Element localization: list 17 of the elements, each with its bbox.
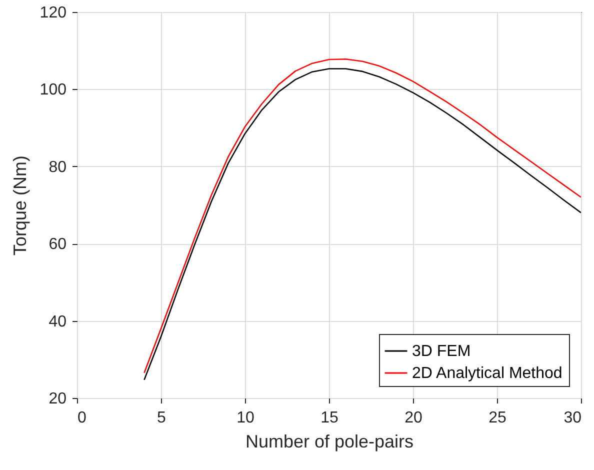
y-tick-label: 80 xyxy=(48,158,67,176)
y-tick-label: 60 xyxy=(48,236,67,254)
x-axis-title: Number of pole-pairs xyxy=(245,432,414,452)
x-tick-label: 5 xyxy=(157,410,166,426)
y-tick-label: 20 xyxy=(48,390,67,408)
legend-label: 2D Analytical Method xyxy=(412,365,562,382)
y-tick-label: 40 xyxy=(48,313,67,330)
x-tick-label: 15 xyxy=(320,410,338,426)
x-tick-label: 0 xyxy=(78,410,86,426)
y-tick-label: 120 xyxy=(40,4,67,22)
x-tick-label: 10 xyxy=(236,410,254,426)
x-tick-label: 20 xyxy=(404,410,422,426)
x-tick-label: 25 xyxy=(488,410,506,426)
y-tick-label: 100 xyxy=(40,82,67,99)
x-tick-label: 30 xyxy=(564,410,582,426)
legend-label: 3D FEM xyxy=(412,343,471,360)
y-axis-title: Torque (Nm) xyxy=(10,155,30,256)
